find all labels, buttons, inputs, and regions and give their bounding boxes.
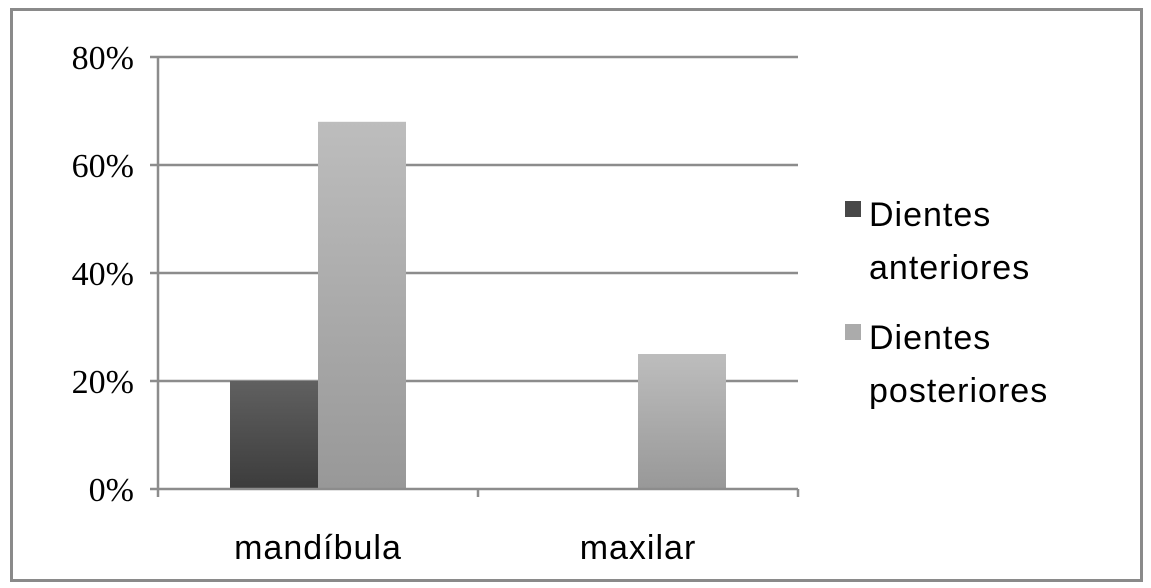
axis-labels: 0% 20% 40% 60% 80% mandíbula maxilar (72, 40, 697, 567)
axes (150, 55, 800, 497)
legend-label: Dientes (869, 319, 991, 357)
x-category-label: mandíbula (234, 529, 402, 567)
bars (230, 121, 726, 490)
legend-swatch (845, 324, 861, 340)
chart-frame: 0% 20% 40% 60% 80% mandíbula maxilar Dientes an… (10, 8, 1143, 582)
gridlines (158, 55, 798, 383)
y-tick-label: 20% (72, 364, 134, 401)
y-tick-label: 0% (89, 472, 134, 509)
x-category-label: maxilar (580, 529, 697, 567)
legend-label: anteriores (869, 249, 1030, 287)
legend-swatch (845, 201, 861, 217)
y-tick-label: 80% (72, 40, 134, 77)
legend-label: posteriores (869, 372, 1048, 410)
y-tick-label: 60% (72, 148, 134, 185)
legend-label: Dientes (869, 196, 991, 234)
y-tick-label: 40% (72, 256, 134, 293)
bar-posteriores-1 (638, 354, 726, 489)
bar-posteriores-0 (318, 121, 406, 490)
bar-anteriores-0 (230, 381, 318, 489)
bar-chart: 0% 20% 40% 60% 80% mandíbula maxilar Dientes an… (72, 40, 1048, 567)
legend: Dientes anteriores Dientes posteriores (845, 196, 1048, 410)
